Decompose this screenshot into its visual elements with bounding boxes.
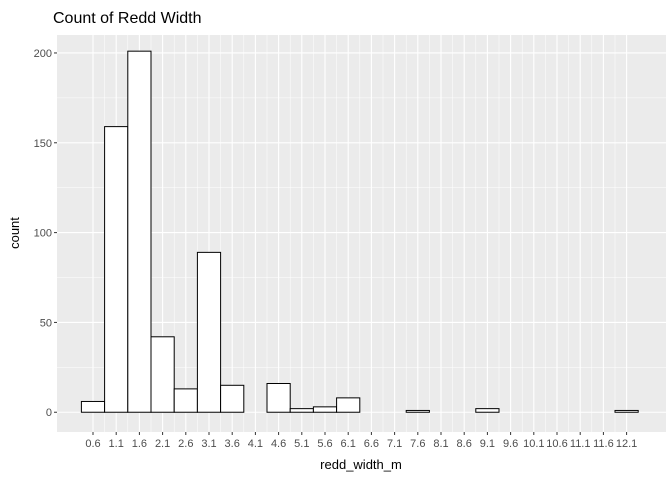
y-tick-label: 100 (34, 228, 52, 240)
x-axis-title: redd_width_m (320, 457, 402, 472)
x-tick-label: 7.1 (387, 438, 402, 450)
y-axis-title: count (7, 217, 22, 249)
x-tick-label: 11.1 (570, 438, 591, 450)
x-tick-label: 1.1 (109, 438, 124, 450)
bar-2.6 (173, 388, 198, 413)
y-tick-label: 150 (34, 138, 52, 150)
x-tick-label: 7.6 (410, 438, 425, 450)
y-tick-label: 0 (46, 407, 52, 419)
x-axis: 0.6 1.1 1.6 2.1 2.6 3.1 3.6 4.1 4.6 5.1 5.6 6.1 6.6 7… (85, 432, 637, 450)
x-tick-label: 4.1 (248, 438, 263, 450)
x-tick-label: 10.1 (523, 438, 544, 450)
bar-2.1 (150, 336, 175, 413)
x-tick-label: 8.1 (433, 438, 448, 450)
bar-5.1 (289, 408, 314, 413)
x-tick-label: 6.6 (364, 438, 379, 450)
x-tick-label: 4.6 (271, 438, 286, 450)
bars (80, 50, 639, 413)
bar-3.1 (196, 251, 222, 413)
x-tick-label: 5.1 (294, 438, 309, 450)
y-tick-label: 50 (40, 317, 52, 329)
x-tick-label: 6.1 (341, 438, 356, 450)
x-tick-label: 12.1 (616, 438, 637, 450)
x-tick-label: 2.1 (155, 438, 170, 450)
x-tick-label: 3.6 (225, 438, 240, 450)
x-tick-label: 8.6 (457, 438, 472, 450)
y-axis: 0 50 100 150 200 (34, 48, 57, 419)
bar-3.6 (220, 384, 245, 413)
bar-1.6 (127, 50, 152, 413)
x-tick-label: 1.6 (132, 438, 147, 450)
bar-1.1 (104, 126, 129, 413)
chart-title: Count of Redd Width (53, 10, 202, 27)
bar-0.6 (80, 400, 106, 413)
bar-12.1 (614, 409, 639, 413)
x-tick-label: 9.6 (503, 438, 518, 450)
y-tick-label: 200 (34, 48, 52, 60)
bar-6.1 (336, 397, 361, 413)
x-tick-label: 2.6 (178, 438, 193, 450)
x-tick-label: 10.6 (546, 438, 567, 450)
x-tick-label: 9.1 (480, 438, 495, 450)
bar-4.6 (266, 382, 291, 413)
x-tick-label: 0.6 (85, 438, 100, 450)
x-tick-label: 5.6 (317, 438, 332, 450)
x-tick-label: 3.1 (201, 438, 216, 450)
bar-9.1 (475, 408, 500, 413)
x-tick-label: 11.6 (593, 438, 614, 450)
bar-5.6 (312, 406, 338, 413)
bar-7.6 (405, 409, 430, 413)
